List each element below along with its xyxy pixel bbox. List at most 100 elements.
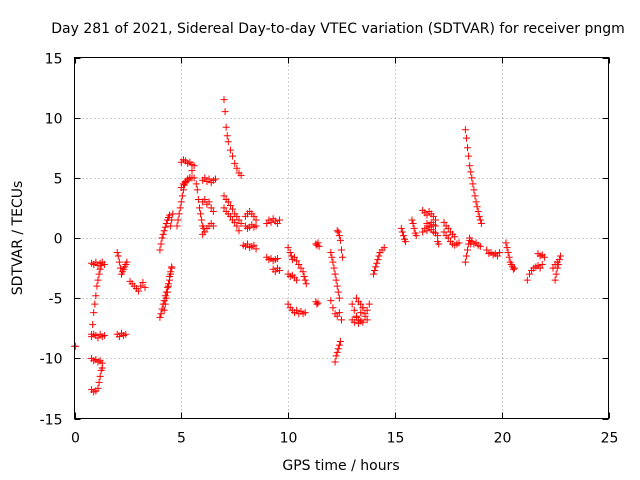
data-point [273,254,281,262]
y-tick-labels: -15 -10 -5 0 5 10 15 [40,52,63,429]
data-point [113,248,121,256]
data-point [333,282,341,290]
y-tick-label: 15 [45,52,63,68]
data-point [293,276,301,284]
data-point [361,312,369,320]
chart-title: Day 281 of 2021, Sidereal Day-to-day VTE… [51,21,625,37]
data-point [201,195,209,203]
data-point [329,304,337,312]
data-point [95,270,103,278]
x-tick-label: 5 [177,431,186,447]
data-point [470,186,478,194]
data-point [314,299,322,307]
data-point [90,309,98,317]
data-point [162,294,170,302]
data-point [252,216,260,224]
data-point [399,232,407,240]
data-point [451,233,459,241]
data-point [338,246,345,254]
data-point [511,264,519,272]
data-point [372,263,380,271]
data-point [332,352,340,360]
data-point [92,292,100,300]
data-point [226,146,234,154]
data-point [286,248,294,256]
data-point [350,318,358,326]
data-point [284,244,292,252]
data-point [472,198,480,206]
data-point [431,222,439,230]
data-point [363,316,371,324]
data-point [237,171,245,179]
data-point [423,227,431,235]
data-point [89,321,97,329]
y-tick-label: 10 [45,112,63,128]
data-point [476,242,484,250]
data-point [224,138,232,146]
data-point [175,210,183,218]
data-point [96,372,104,380]
data-point [229,152,237,160]
data-point [100,260,108,268]
data-point [115,333,123,341]
data-point [94,276,102,284]
data-point [220,96,228,104]
data-point [156,313,164,321]
data-point [373,259,381,267]
data-point [370,270,378,278]
data-point [226,212,234,220]
data-point [300,273,308,281]
data-point [207,204,215,212]
data-point [444,234,452,242]
data-point [293,306,301,314]
data-point [365,300,373,308]
data-point [338,316,345,324]
data-point [211,175,219,183]
data-point [357,309,365,317]
data-point [314,239,322,247]
data-point [397,224,405,232]
data-point [462,252,470,260]
data-point [504,248,512,256]
data-point [536,264,544,272]
data-point [176,204,184,212]
data-point [412,232,420,240]
data-point [222,123,230,131]
data-point [295,260,303,268]
data-point [209,222,217,230]
data-point [336,236,344,244]
data-point [339,253,347,261]
data-point [466,162,474,170]
data-point [177,198,185,206]
data-point [335,294,343,302]
data-point [493,252,501,260]
data-point [168,264,176,272]
data-point [235,227,243,235]
data-point [193,186,201,194]
data-point [327,248,335,256]
data-point [161,223,169,231]
data-point [98,364,106,372]
data-point [352,313,360,321]
data-point [190,162,198,170]
data-point [440,228,448,236]
data-points [71,96,564,396]
data-point [195,204,203,212]
data-point [231,218,239,226]
data-point [431,216,439,224]
axis-ticks [74,57,610,420]
data-point [363,306,371,314]
data-point [502,239,510,247]
data-point [188,167,196,175]
data-point [473,203,481,211]
data-point [173,222,181,230]
data-point [209,208,217,216]
data-point [335,309,343,317]
data-point [233,164,241,172]
data-point [333,227,341,235]
data-point [190,174,198,182]
data-point [503,244,511,252]
data-point [72,342,80,350]
data-point [139,279,147,287]
